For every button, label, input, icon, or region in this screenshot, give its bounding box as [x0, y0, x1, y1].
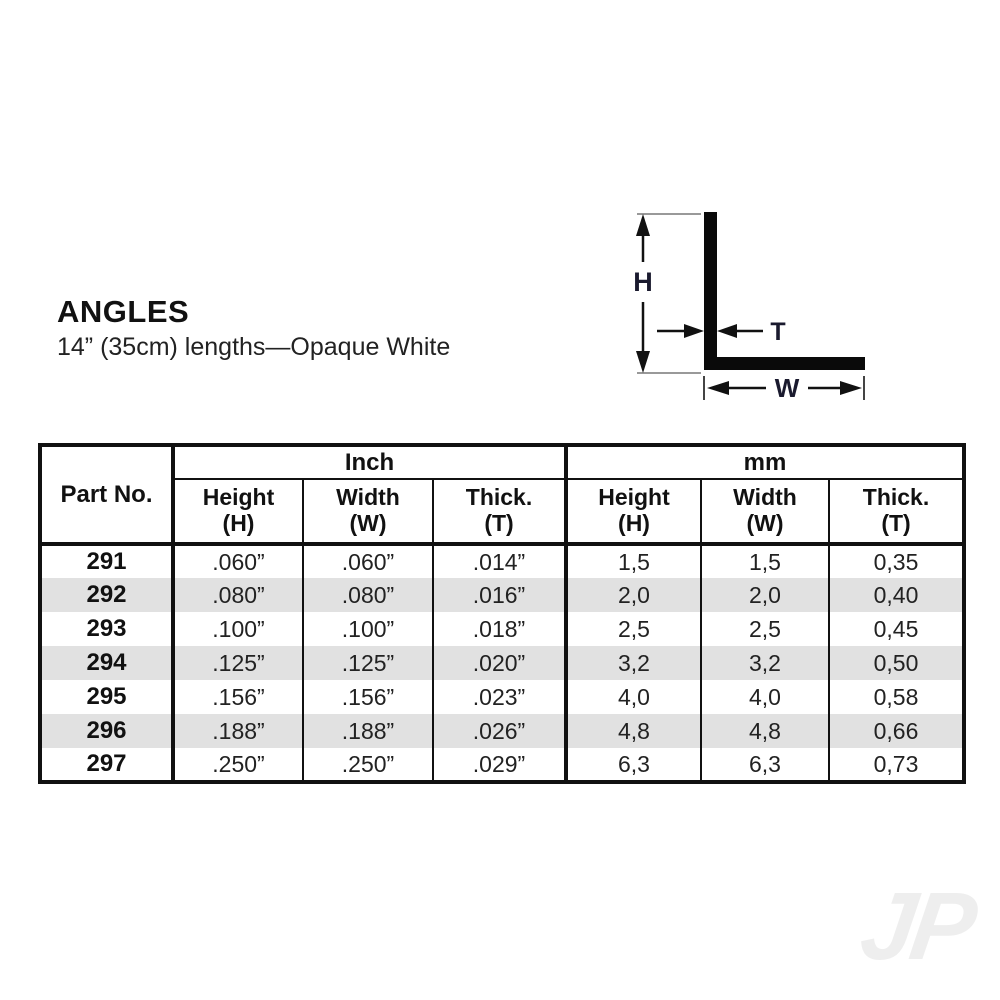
inch-thick-line1: Thick.: [465, 484, 533, 511]
table-row: 296 .188” .188” .026” 4,8 4,8 0,66: [40, 714, 964, 748]
part-no-cell: 294: [86, 649, 127, 676]
inch-width-line1: Width: [336, 484, 400, 511]
mm-thick-cell: 0,35: [828, 544, 964, 578]
column-header-mm-width: Width (W): [700, 479, 829, 546]
mm-width-line2: (W): [746, 510, 784, 536]
part-no-cell: 297: [86, 750, 127, 777]
mm-height-cell: 2,0: [564, 578, 701, 612]
inch-width-line2: (W): [349, 510, 387, 536]
mm-height-cell: 4,8: [564, 714, 701, 748]
inch-height-cell: .156”: [171, 680, 303, 714]
t-arrowhead-left: [717, 324, 737, 338]
column-header-mm-height: Height (H): [564, 479, 701, 546]
mm-thick-cell: 0,66: [828, 714, 964, 748]
inch-height-cell: .060”: [171, 544, 303, 578]
inch-height-line1: Height: [202, 484, 275, 511]
table-row: 295 .156” .156” .023” 4,0 4,0 0,58: [40, 680, 964, 714]
column-header-inch-height: Height (H): [171, 479, 303, 546]
inch-height-cell: .188”: [171, 714, 303, 748]
angle-dimension-diagram: H T W: [633, 212, 865, 403]
mm-height-cell: 2,5: [564, 612, 701, 646]
w-label: W: [775, 373, 800, 403]
mm-width-cell: 6,3: [700, 748, 829, 782]
inch-width-cell: .250”: [302, 748, 433, 782]
t-arrowhead-right: [684, 324, 704, 338]
inch-width-cell: .100”: [302, 612, 433, 646]
inch-thick-cell: .016”: [432, 578, 566, 612]
w-arrowhead-left: [707, 381, 729, 395]
inch-width-cell: .060”: [302, 544, 433, 578]
inch-thick-line2: (T): [484, 510, 514, 536]
inch-height-cell: .080”: [171, 578, 303, 612]
mm-width-line1: Width: [733, 484, 797, 511]
page-subtitle: 14” (35cm) lengths—Opaque White: [57, 333, 451, 361]
mm-height-cell: 3,2: [564, 646, 701, 680]
w-arrowhead-right: [840, 381, 862, 395]
mm-width-cell: 2,0: [700, 578, 829, 612]
part-no-cell: 296: [86, 717, 127, 744]
group-header-inch: Inch: [171, 445, 566, 480]
column-header-mm-thick: Thick. (T): [828, 479, 964, 546]
column-header-inch-width: Width (W): [302, 479, 433, 546]
inch-width-cell: .156”: [302, 680, 433, 714]
table-row: 294 .125” .125” .020” 3,2 3,2 0,50: [40, 646, 964, 680]
h-arrowhead-down: [636, 351, 650, 373]
column-header-inch-thick: Thick. (T): [432, 479, 566, 546]
mm-thick-cell: 0,45: [828, 612, 964, 646]
mm-thick-cell: 0,58: [828, 680, 964, 714]
inch-height-cell: .100”: [171, 612, 303, 646]
inch-thick-cell: .026”: [432, 714, 566, 748]
table-row: 293 .100” .100” .018” 2,5 2,5 0,45: [40, 612, 964, 646]
angle-horizontal-leg: [704, 357, 865, 370]
part-no-cell: 291: [86, 548, 127, 575]
t-label: T: [770, 318, 785, 346]
mm-thick-cell: 0,50: [828, 646, 964, 680]
mm-height-line1: Height: [598, 484, 670, 511]
heading-block: ANGLES 14” (35cm) lengths—Opaque White: [57, 294, 450, 362]
mm-width-cell: 3,2: [700, 646, 829, 680]
jp-watermark-logo: JP: [854, 873, 980, 980]
h-arrowhead-up: [636, 214, 650, 236]
h-label: H: [633, 267, 653, 297]
inch-width-cell: .188”: [302, 714, 433, 748]
mm-width-cell: 2,5: [700, 612, 829, 646]
table-row: 292 .080” .080” .016” 2,0 2,0 0,40: [40, 578, 964, 612]
page-title: ANGLES: [57, 294, 190, 329]
mm-width-cell: 4,0: [700, 680, 829, 714]
inch-width-cell: .080”: [302, 578, 433, 612]
part-no-cell: 293: [86, 615, 127, 642]
inch-height-cell: .250”: [171, 748, 303, 782]
mm-height-cell: 1,5: [564, 544, 701, 578]
mm-thick-line2: (T): [881, 510, 911, 536]
mm-thick-cell: 0,40: [828, 578, 964, 612]
table-row: 291 .060” .060” .014” 1,5 1,5 0,35: [40, 544, 964, 578]
angles-spec-table: Part No. Inch mm Height (H) Width (W) Th…: [38, 443, 966, 784]
mm-height-cell: 4,0: [564, 680, 701, 714]
mm-height-line2: (H): [618, 510, 650, 536]
inch-thick-cell: .014”: [432, 544, 566, 578]
part-no-cell: 292: [86, 581, 127, 608]
mm-width-cell: 1,5: [700, 544, 829, 578]
group-header-mm: mm: [564, 445, 964, 480]
mm-thick-line1: Thick.: [862, 484, 930, 511]
inch-height-cell: .125”: [171, 646, 303, 680]
mm-width-cell: 4,8: [700, 714, 829, 748]
part-no-cell: 295: [86, 683, 127, 710]
table-row: 297 .250” .250” .029” 6,3 6,3 0,73: [40, 748, 964, 782]
angle-vertical-leg: [704, 212, 717, 370]
inch-thick-cell: .029”: [432, 748, 566, 782]
mm-height-cell: 6,3: [564, 748, 701, 782]
inch-thick-cell: .020”: [432, 646, 566, 680]
inch-height-line2: (H): [222, 510, 255, 536]
column-header-part-no: Part No.: [40, 445, 173, 546]
mm-thick-cell: 0,73: [828, 748, 964, 782]
inch-thick-cell: .018”: [432, 612, 566, 646]
inch-width-cell: .125”: [302, 646, 433, 680]
inch-thick-cell: .023”: [432, 680, 566, 714]
